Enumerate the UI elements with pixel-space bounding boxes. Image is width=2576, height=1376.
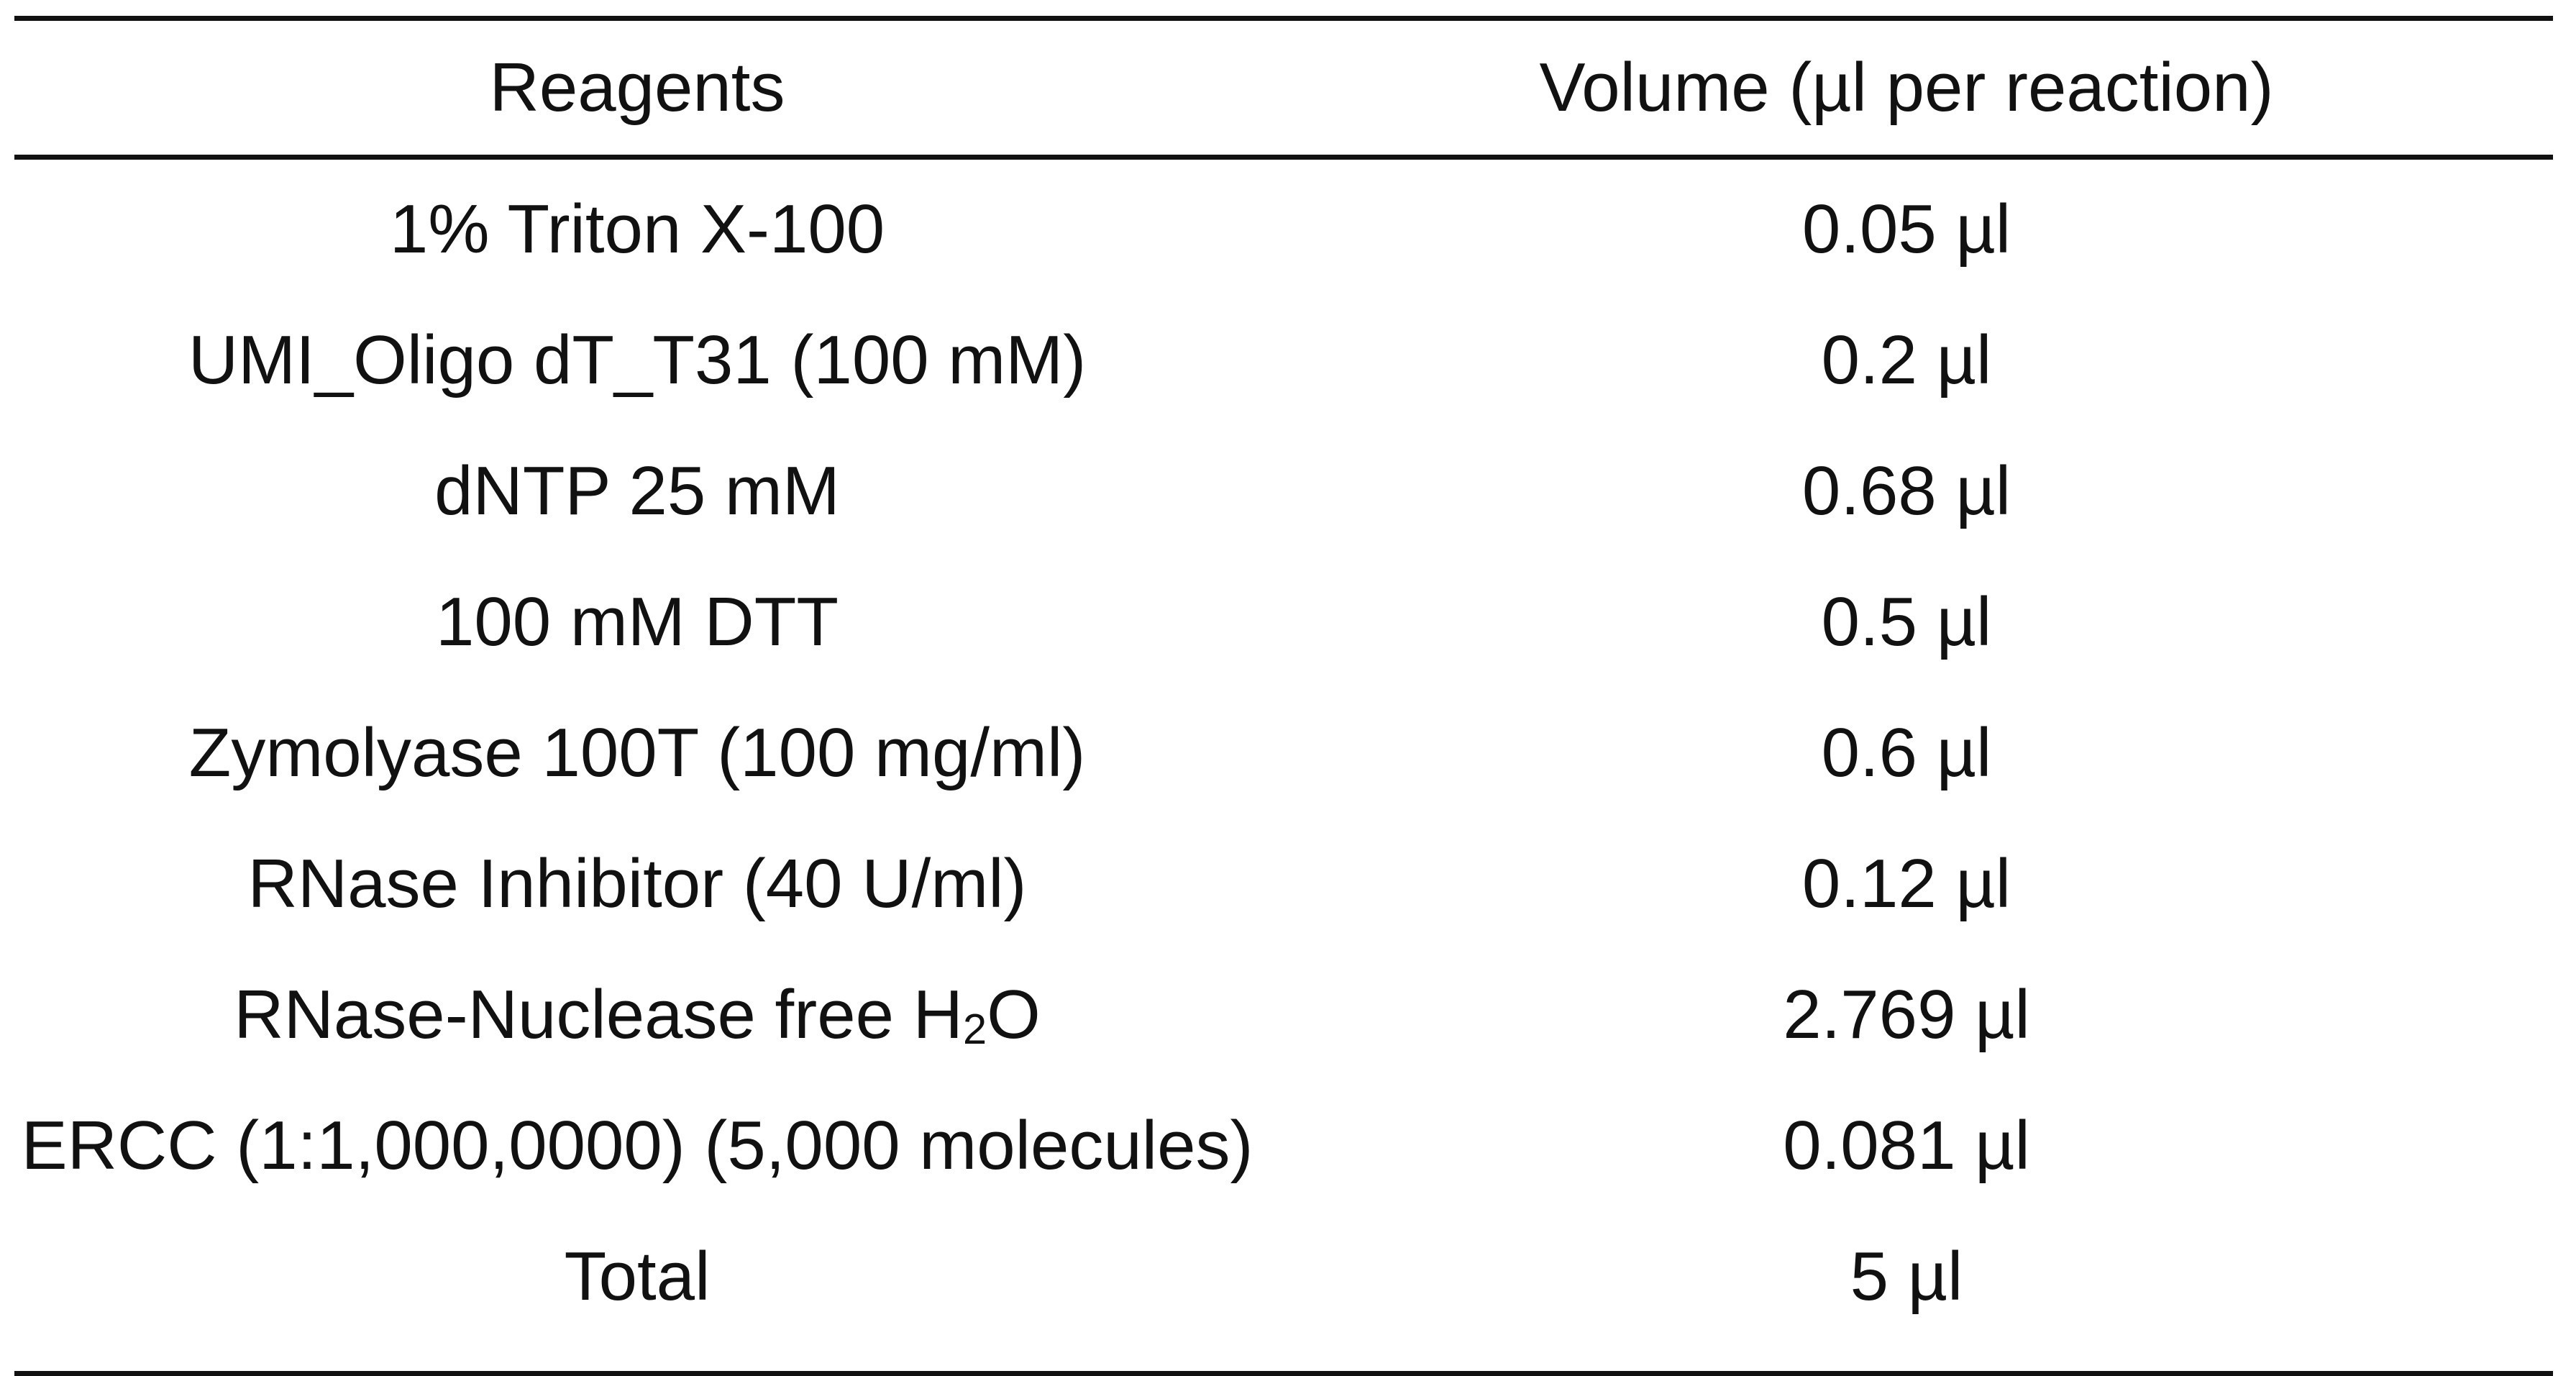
reagent-cell: RNase Inhibitor (40 U/ml) — [247, 845, 1027, 922]
volume-cell: 0.68 µl — [1801, 452, 2011, 529]
volume-cell: 0.5 µl — [1821, 583, 1992, 660]
volume-cell: 0.12 µl — [1801, 845, 2011, 922]
table-row: dNTP 25 mM 0.68 µl — [14, 426, 2553, 557]
volume-cell: 2.769 µl — [1783, 976, 2030, 1053]
reagent-cell: 1% Triton X-100 — [389, 191, 885, 268]
header-row: Reagents Volume (µl per reaction) — [14, 21, 2553, 155]
volume-cell: 0.081 µl — [1783, 1107, 2030, 1184]
header-reagents: Reagents — [489, 49, 785, 126]
volume-cell: 0.05 µl — [1801, 191, 2011, 268]
bottom-rule — [14, 1371, 2553, 1376]
reagent-cell: ERCC (1:1,000,0000) (5,000 molecules) — [21, 1107, 1253, 1184]
table-row: 100 mM DTT 0.5 µl — [14, 557, 2553, 688]
reagent-cell: Total — [564, 1238, 711, 1315]
table-row: Zymolyase 100T (100 mg/ml) 0.6 µl — [14, 688, 2553, 819]
header-rule — [14, 155, 2553, 160]
reagent-cell: dNTP 25 mM — [434, 452, 840, 529]
top-rule — [14, 16, 2553, 21]
reagent-cell: RNase-Nuclease free H2O — [14, 980, 1260, 1051]
table-row: RNase Inhibitor (40 U/ml) 0.12 µl — [14, 819, 2553, 949]
table-row: 1% Triton X-100 0.05 µl — [14, 164, 2553, 295]
reagent-cell: 100 mM DTT — [435, 583, 839, 660]
reagent-table: Reagents Volume (µl per reaction) 1% Tri… — [14, 16, 2553, 1376]
reagent-cell: UMI_Oligo dT_T31 (100 mM) — [188, 322, 1087, 398]
table-row-total: Total 5 µl — [14, 1211, 2553, 1342]
table-row: ERCC (1:1,000,0000) (5,000 molecules) 0.… — [14, 1080, 2553, 1211]
table-row: RNase-Nuclease free H2O 2.769 µl — [14, 949, 2553, 1080]
header-volume: Volume (µl per reaction) — [1539, 49, 2274, 126]
table-row: UMI_Oligo dT_T31 (100 mM) 0.2 µl — [14, 295, 2553, 426]
reagent-text-suffix: O — [987, 976, 1041, 1053]
reagent-text: RNase-Nuclease free H — [234, 976, 963, 1053]
reagent-cell: Zymolyase 100T (100 mg/ml) — [188, 714, 1086, 791]
volume-cell: 5 µl — [1850, 1238, 1963, 1315]
volume-cell: 0.6 µl — [1821, 714, 1992, 791]
volume-cell: 0.2 µl — [1821, 322, 1992, 398]
reagent-subscript: 2 — [962, 1005, 987, 1053]
